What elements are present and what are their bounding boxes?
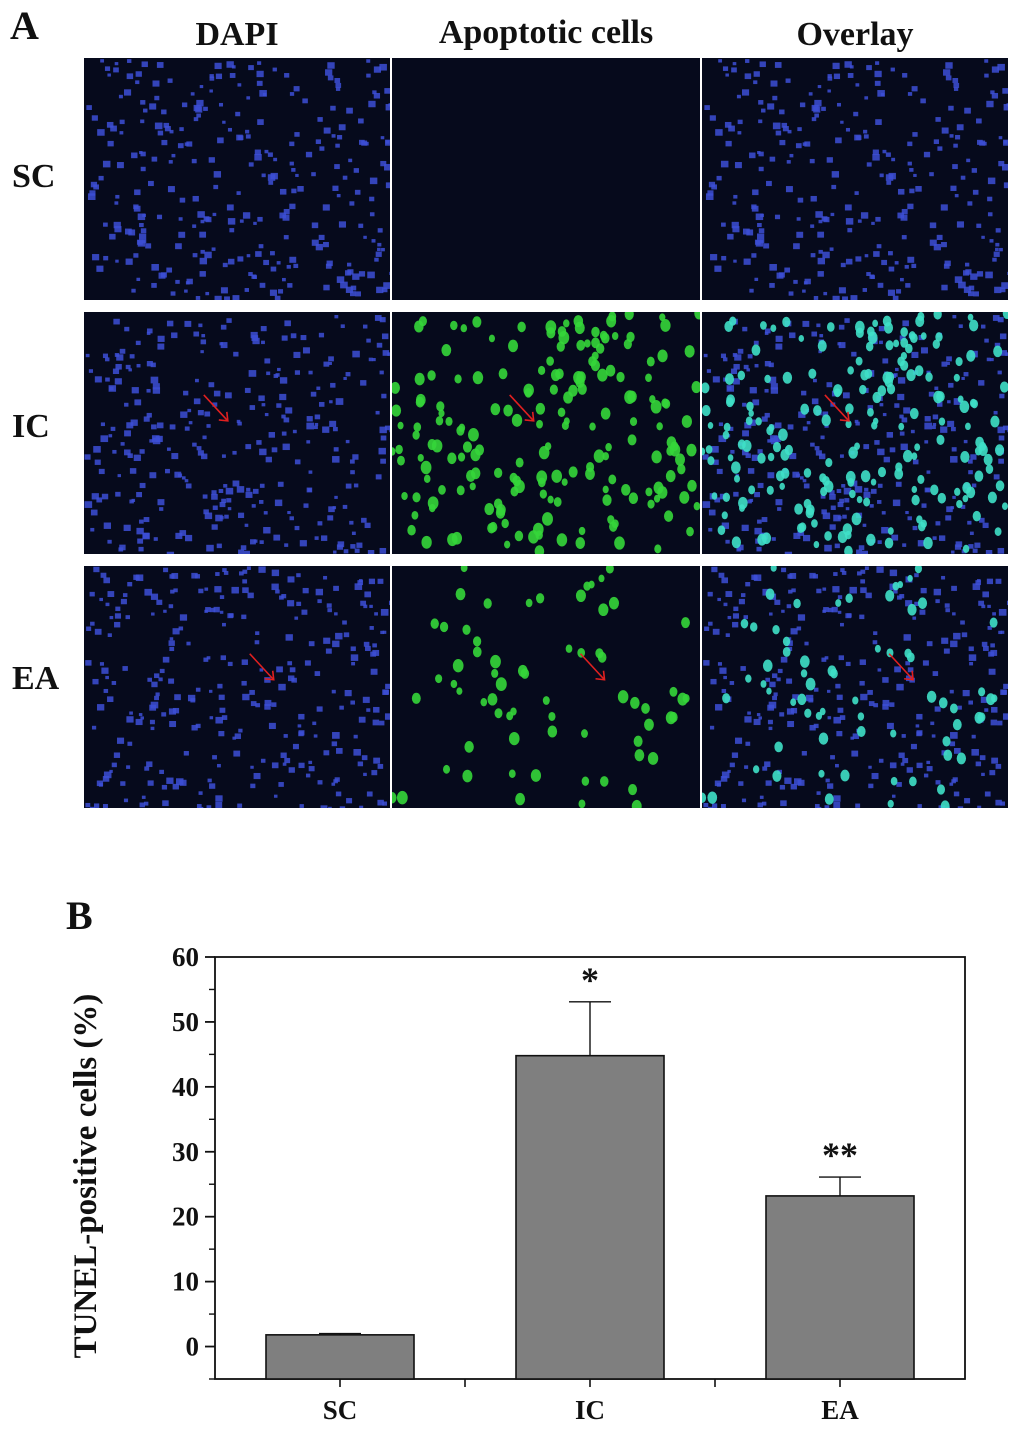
x-tick-label-ic: IC [575,1395,605,1425]
micrograph-sc-overlay [702,58,1008,300]
y-tick-label: 10 [172,1267,199,1297]
bar-sc [265,1334,415,1380]
row-label-ic: IC [12,408,50,445]
y-tick-label: 0 [186,1332,200,1362]
x-tick-label-ea: EA [821,1395,859,1425]
micrograph-ic-apoptotic [392,312,700,554]
bar-ic [515,1054,665,1380]
panel-b-letter: B [66,893,93,938]
row-label-sc: SC [12,158,56,195]
micrograph-ea-overlay [702,566,1008,808]
panel-a-letter: A [10,3,39,48]
y-axis-label: TUNEL-positive cells (%) [68,994,104,1359]
y-tick-label: 30 [172,1137,199,1167]
micrograph-ea-apoptotic [392,566,700,808]
x-tick-label-sc: SC [323,1395,358,1425]
micrograph-sc-apoptotic [392,58,700,300]
y-tick-label: 50 [172,1007,199,1037]
micrograph-ea-dapi [84,566,390,808]
column-header-apoptotic: Apoptotic cells [438,14,654,51]
micrograph-ic-overlay [702,312,1008,554]
bar-ea [765,1195,915,1380]
micrograph-sc-dapi [84,58,390,300]
column-header-overlay: Overlay [796,16,914,53]
row-label-ea: EA [12,660,60,697]
micrograph-ic-dapi [84,312,390,554]
y-tick-label: 40 [172,1072,199,1102]
y-tick-label: 60 [172,942,199,972]
significance-marker-ea: ** [822,1135,858,1175]
y-tick-label: 20 [172,1202,199,1232]
column-header-dapi: DAPI [195,16,279,53]
significance-marker-ic: * [581,960,599,1000]
